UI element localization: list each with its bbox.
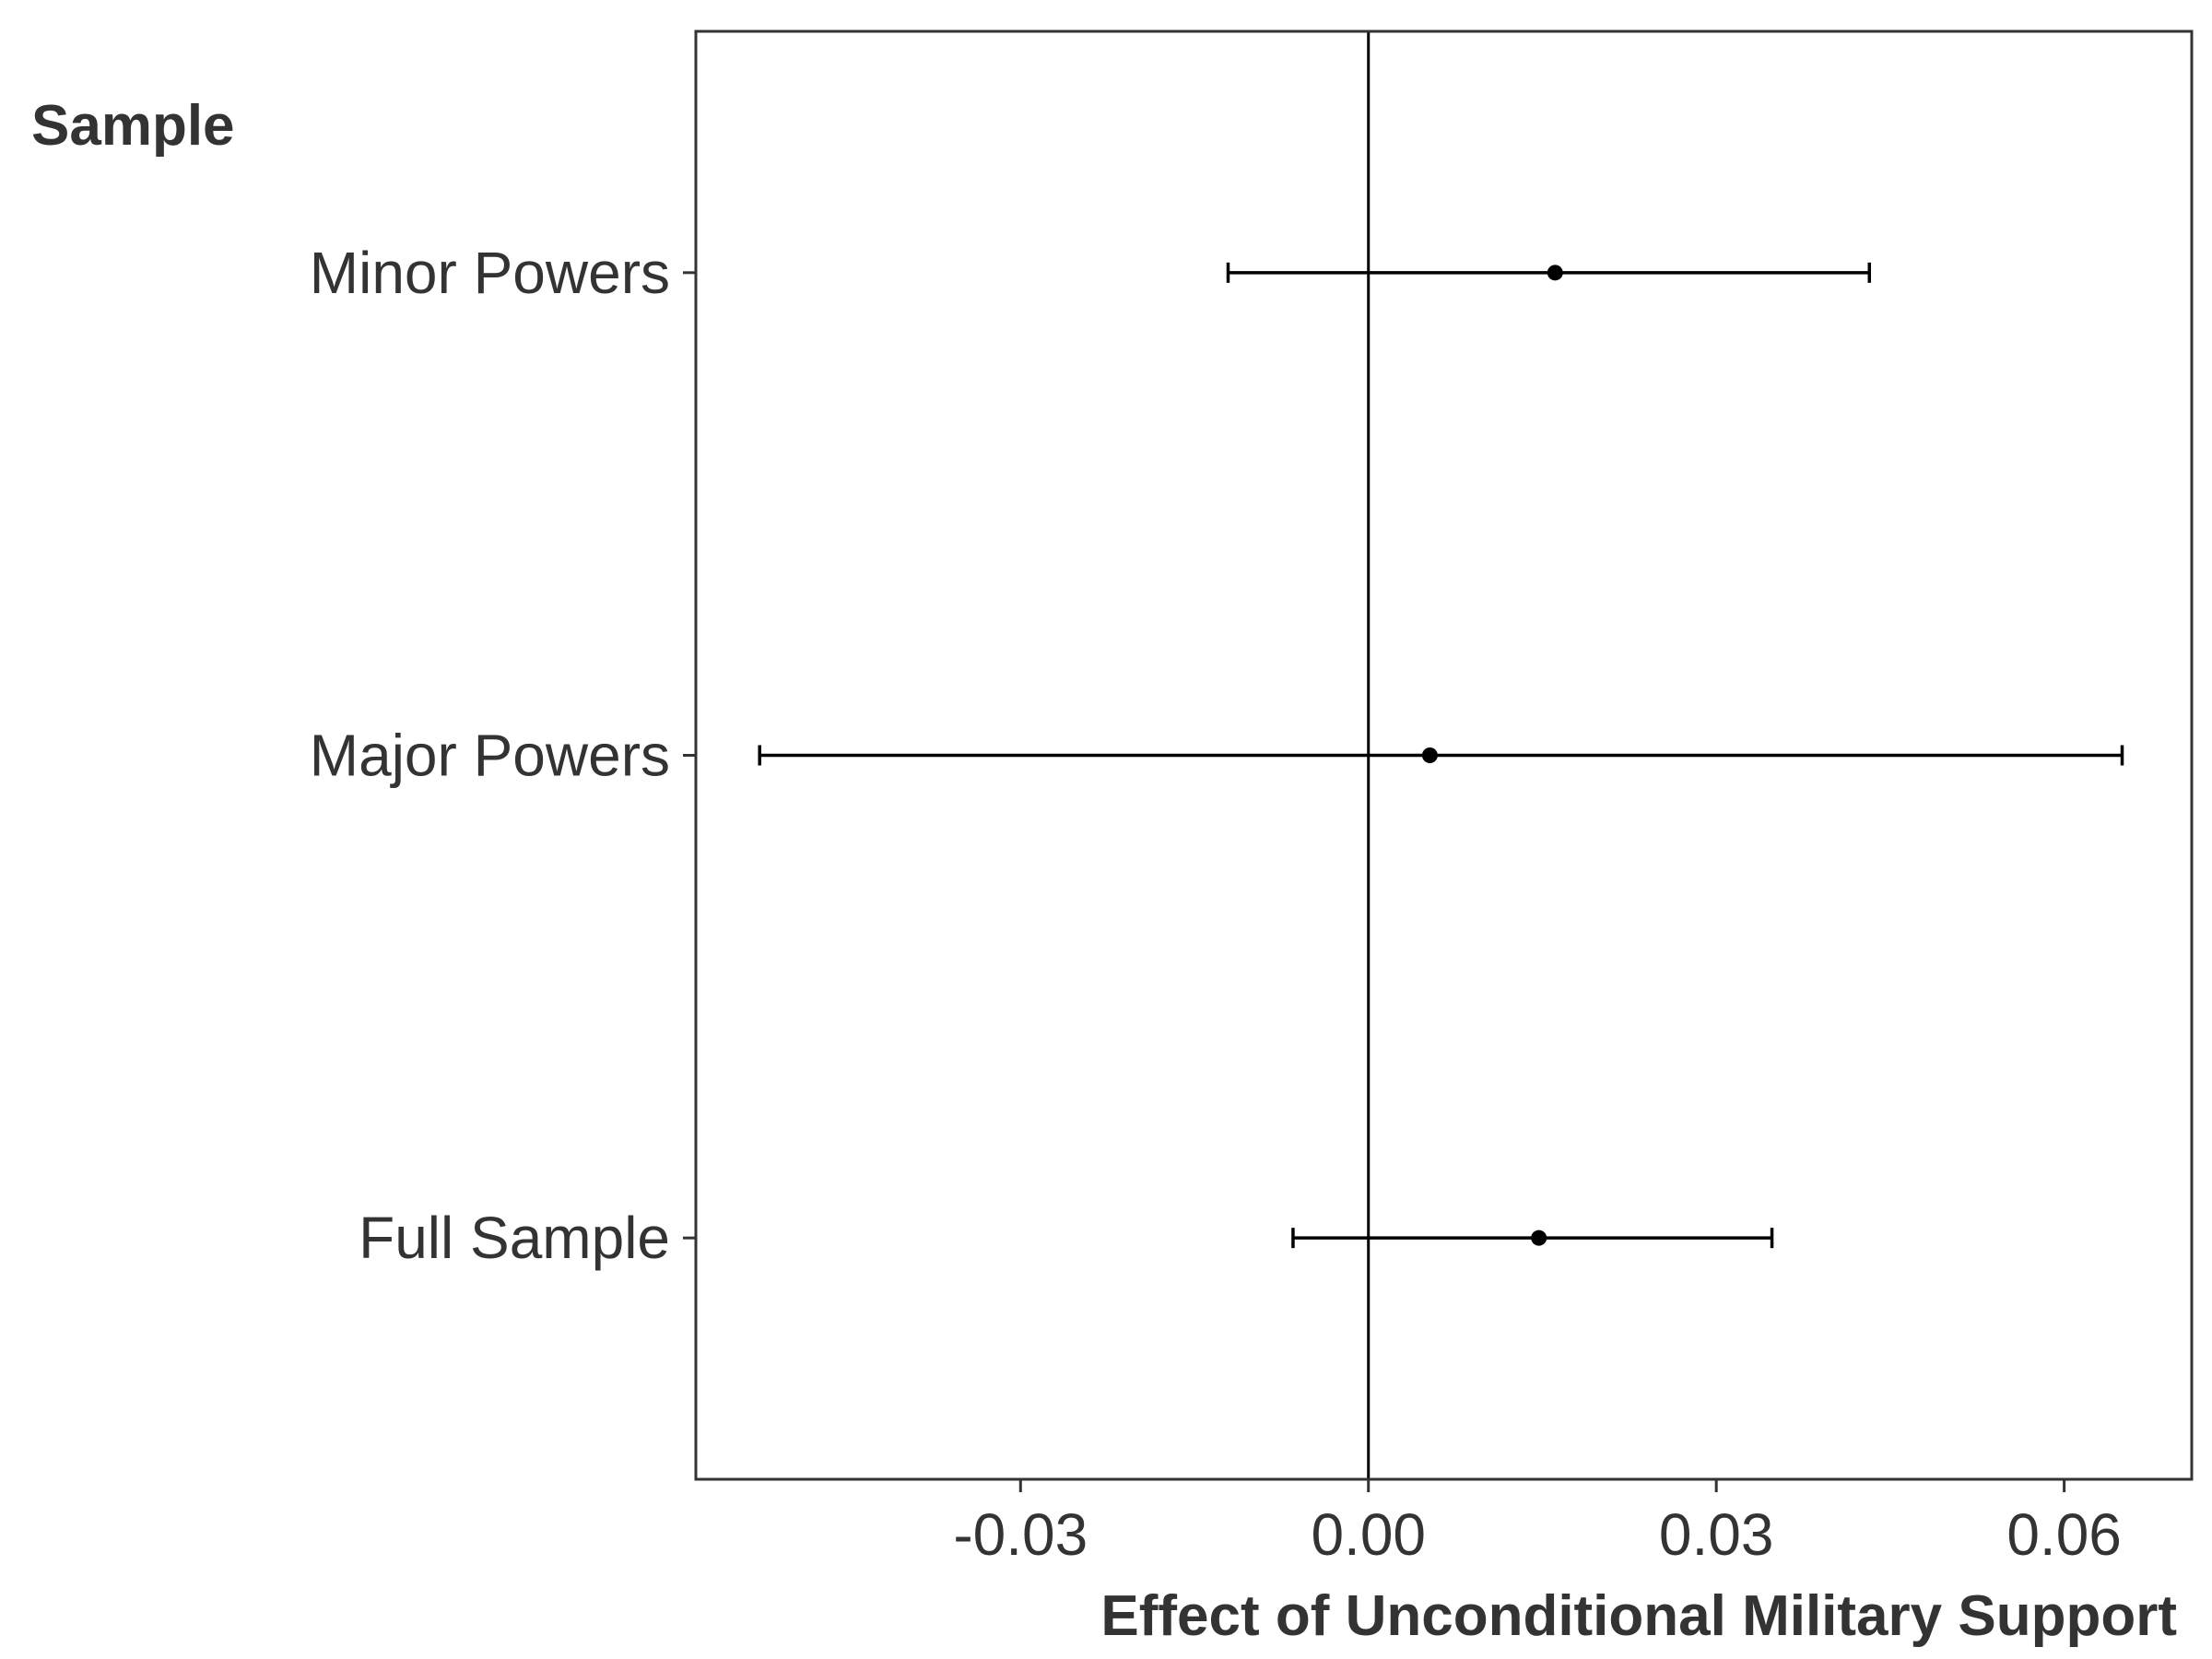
y-category-label: Full Sample — [359, 1205, 670, 1271]
y-category-label: Major Powers — [310, 723, 670, 789]
x-tick-label: -0.03 — [953, 1501, 1088, 1568]
x-tick-label: 0.00 — [1311, 1501, 1426, 1568]
x-axis-ticks: -0.03 0.00 0.03 0.06 — [953, 1479, 2122, 1568]
errorbar-layer — [758, 262, 2124, 1249]
point-estimate — [1531, 1230, 1547, 1246]
y-category-label: Minor Powers — [310, 240, 670, 306]
point-layer — [1421, 265, 1563, 1246]
x-tick-label: 0.06 — [2006, 1501, 2122, 1568]
y-axis-title: Sample — [31, 94, 235, 158]
point-estimate — [1421, 747, 1438, 763]
y-axis-ticks: Full Sample Major Powers Minor Powers — [310, 240, 696, 1271]
x-axis-title: Effect of Unconditional Military Support — [1100, 1584, 2177, 1648]
x-tick-label: 0.03 — [1659, 1501, 1774, 1568]
point-estimate — [1547, 265, 1563, 281]
